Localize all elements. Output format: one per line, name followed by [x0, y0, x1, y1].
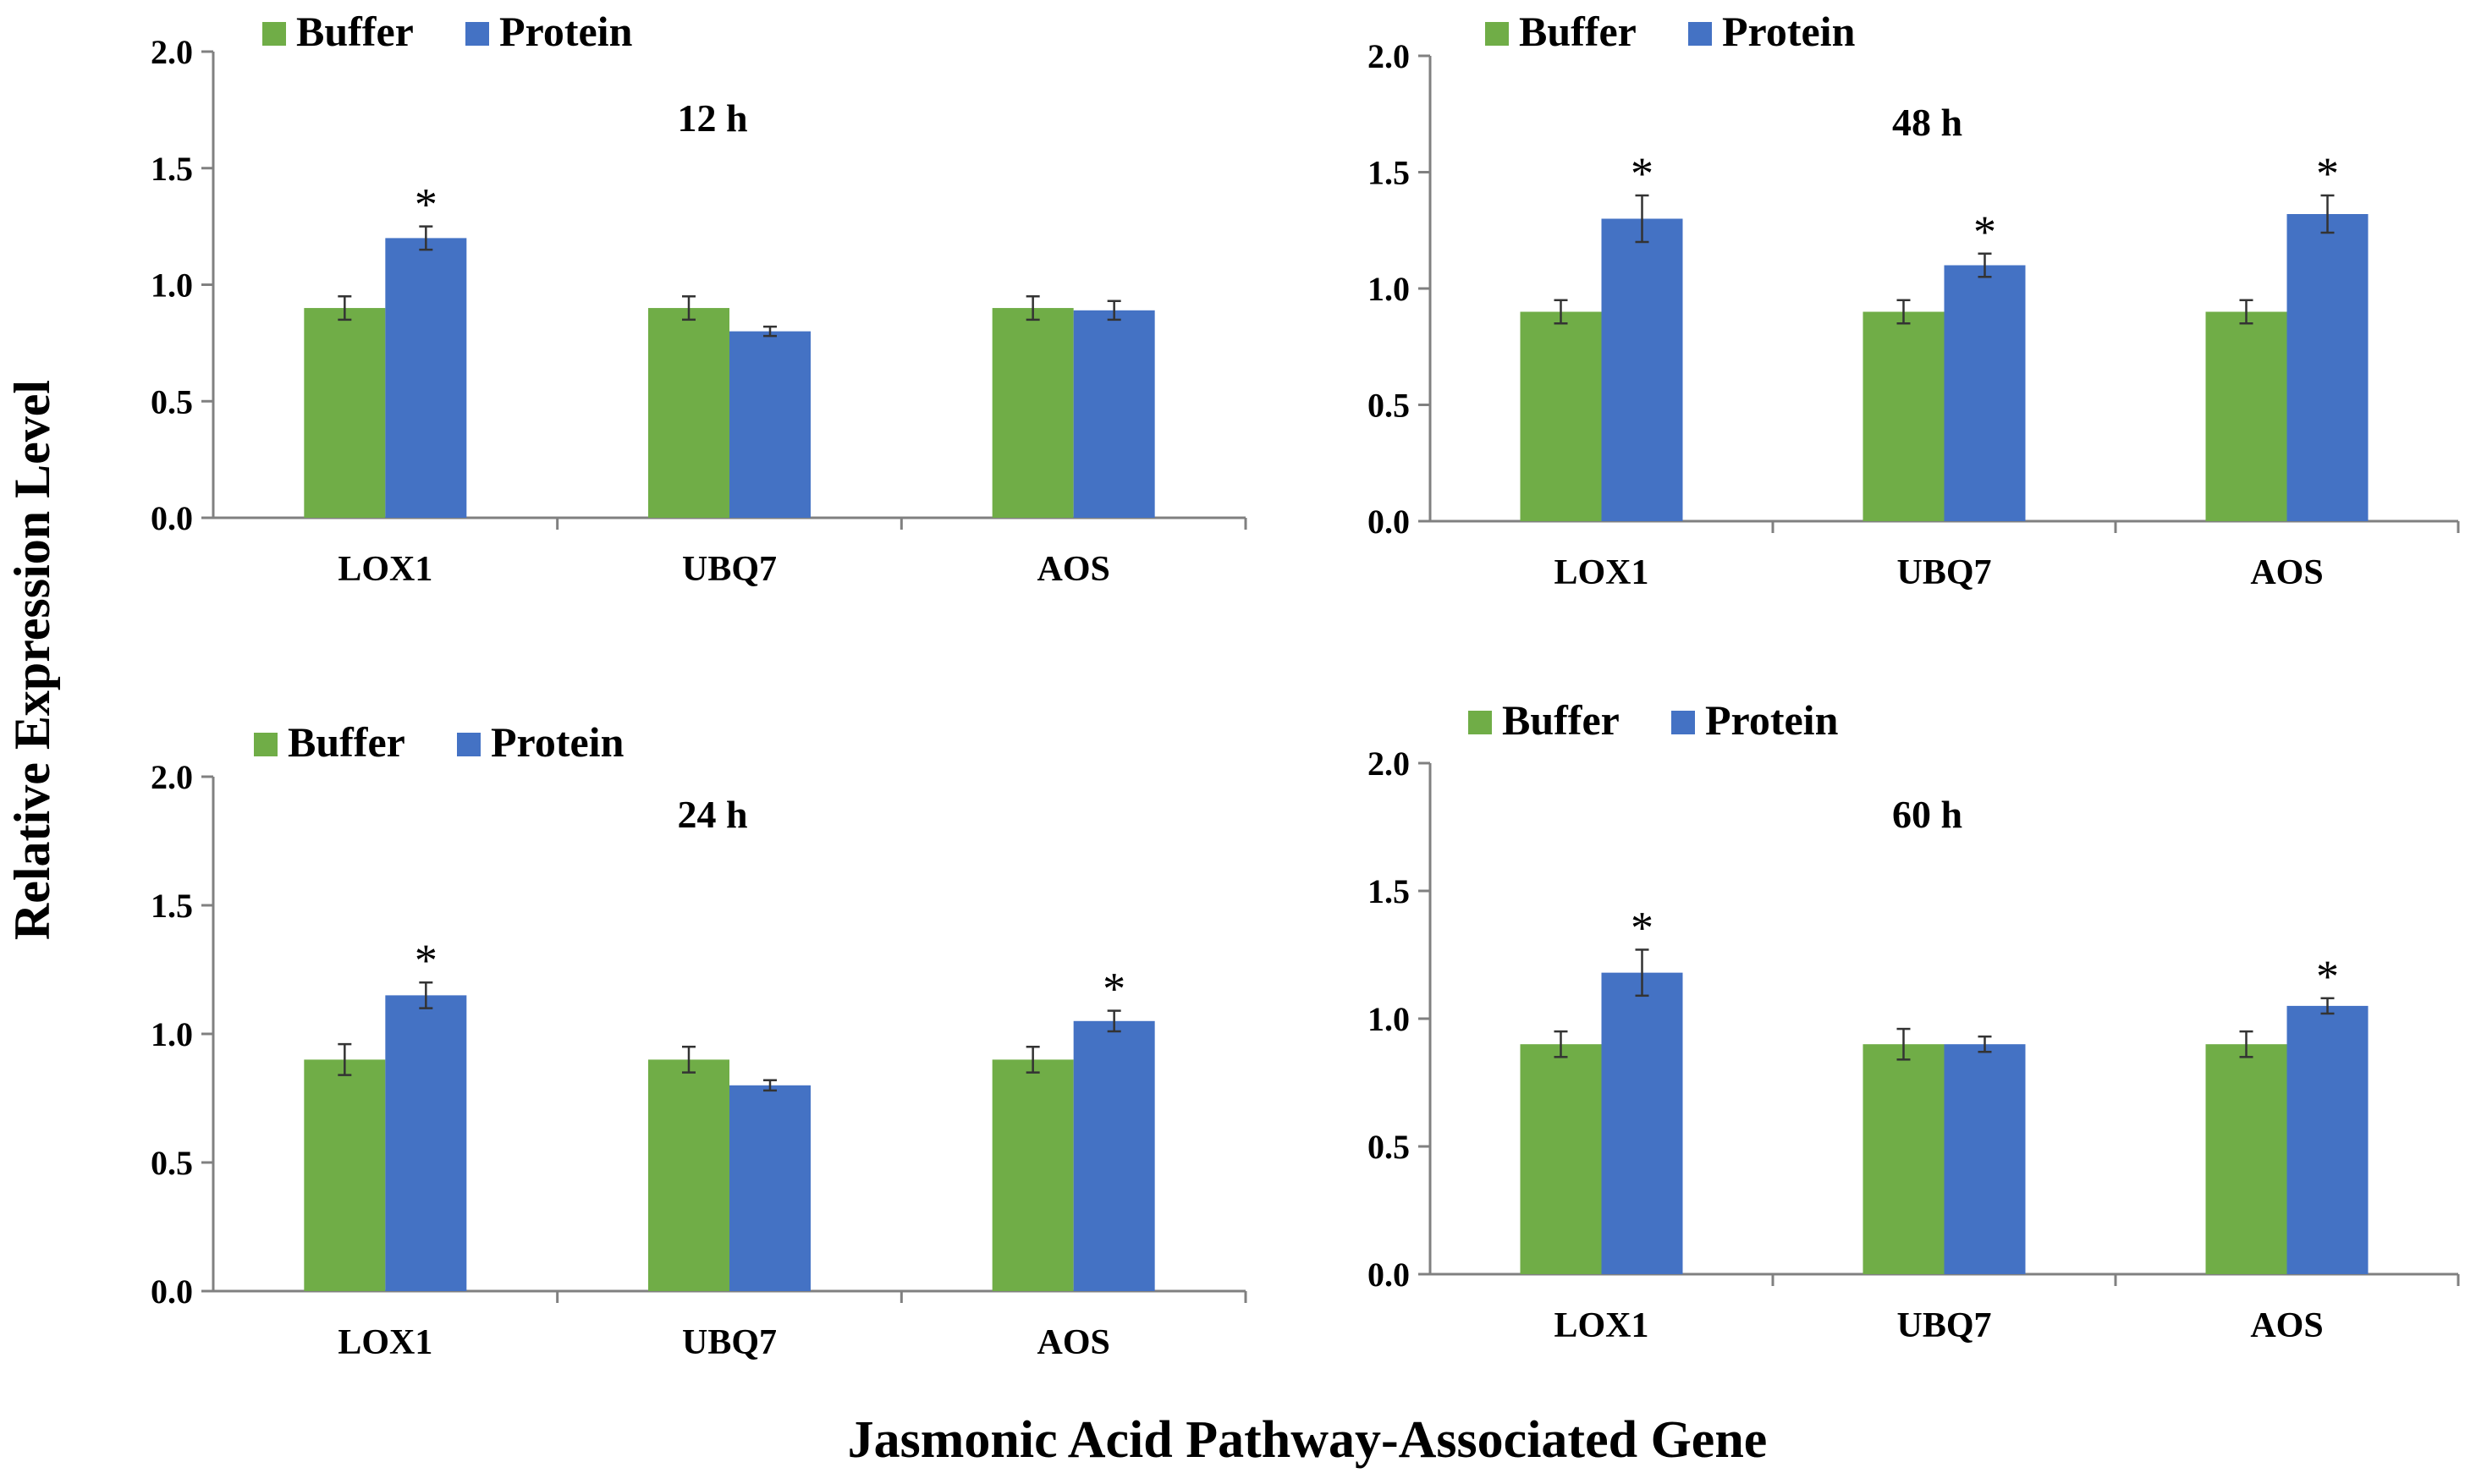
y-tick-label: 0.0: [151, 499, 193, 537]
significance-asterisk: *: [1631, 148, 1653, 199]
legend-swatch-buffer: [1468, 711, 1492, 734]
chart-title: 60 h: [1892, 793, 1962, 836]
bar-protein-ubq7: [729, 1085, 811, 1291]
y-tick-label: 1.0: [151, 1015, 193, 1053]
bar-protein-aos: [2286, 214, 2369, 521]
bar-buffer-lox1: [1520, 311, 1602, 521]
x-tick-label: AOS: [2250, 553, 2323, 592]
bar-buffer-ubq7: [648, 308, 729, 518]
bar-buffer-aos: [2205, 1044, 2287, 1274]
bar-protein-aos: [1073, 310, 1155, 518]
legend-swatch-buffer: [254, 733, 278, 756]
legend-swatch-protein: [1671, 711, 1695, 734]
bar-protein-lox1: [385, 238, 467, 518]
chart-panel-0: 0.0 0.5 1.0 1.5 2.0 LOX1 * UBQ7 AOS 12 h Buffer Pro…: [151, 8, 1247, 589]
legend-swatch-buffer: [1485, 22, 1509, 46]
legend-label-protein: Protein: [499, 8, 633, 55]
chart-panels: 0.0 0.5 1.0 1.5 2.0 LOX1 * UBQ7 AOS 12 h Buffer Pro…: [151, 8, 2460, 1362]
y-tick-label: 0.0: [1367, 503, 1410, 541]
chart-title: 12 h: [677, 96, 747, 140]
significance-asterisk: *: [415, 179, 437, 230]
x-tick-label: AOS: [1037, 550, 1109, 589]
significance-asterisk: *: [1631, 902, 1653, 953]
bar-buffer-ubq7: [1863, 311, 1945, 521]
legend-swatch-buffer: [262, 22, 286, 46]
significance-asterisk: *: [415, 935, 437, 986]
legend-swatch-protein: [465, 22, 489, 46]
y-tick-label: 1.5: [151, 150, 193, 188]
y-tick-label: 1.0: [151, 267, 193, 305]
bar-protein-ubq7: [1944, 265, 2026, 521]
bar-protein-lox1: [385, 995, 467, 1291]
figure-y-axis-label: Relative Expression Level: [4, 380, 60, 940]
bar-protein-lox1: [1601, 218, 1683, 521]
significance-asterisk: *: [2316, 951, 2339, 1002]
y-tick-label: 2.0: [151, 33, 193, 71]
bar-protein-aos: [1073, 1020, 1155, 1291]
y-tick-label: 0.5: [1367, 1128, 1410, 1166]
chart-panel-2: 0.0 0.5 1.0 1.5 2.0 LOX1 * UBQ7 AOS * 24 h Buffer Pr…: [151, 718, 1247, 1362]
legend-swatch-protein: [1688, 22, 1712, 46]
chart-panel-1: 0.0 0.5 1.0 1.5 2.0 LOX1 * UBQ7 * AOS * 48 h Buffer P…: [1367, 8, 2460, 592]
y-tick-label: 0.5: [151, 1144, 193, 1182]
figure-x-axis-label: Jasmonic Acid Pathway-Associated Gene: [848, 1411, 1768, 1469]
bar-buffer-lox1: [1520, 1044, 1602, 1274]
x-tick-label: LOX1: [338, 1323, 432, 1362]
x-tick-label: UBQ7: [1896, 1306, 1991, 1345]
legend-label-protein: Protein: [1705, 696, 1839, 744]
y-tick-label: 1.5: [1367, 154, 1410, 192]
y-tick-label: 0.0: [151, 1272, 193, 1311]
significance-asterisk: *: [1973, 206, 1996, 257]
y-tick-label: 0.0: [1367, 1256, 1410, 1294]
legend-label-buffer: Buffer: [1502, 696, 1620, 744]
y-tick-label: 1.0: [1367, 1000, 1410, 1038]
x-tick-label: AOS: [2250, 1306, 2323, 1345]
legend-label-buffer: Buffer: [296, 8, 414, 55]
legend-label-protein: Protein: [1722, 8, 1856, 55]
x-tick-label: AOS: [1037, 1323, 1109, 1362]
significance-asterisk: *: [1103, 964, 1125, 1014]
y-tick-label: 1.5: [1367, 872, 1410, 910]
bar-buffer-aos: [2205, 311, 2287, 521]
y-tick-label: 1.0: [1367, 270, 1410, 308]
legend-label-protein: Protein: [491, 718, 625, 766]
legend-swatch-protein: [457, 733, 481, 756]
x-tick-label: UBQ7: [1896, 553, 1991, 592]
chart-panel-3: 0.0 0.5 1.0 1.5 2.0 LOX1 * UBQ7 AOS * 60 h Buffer Pr…: [1367, 696, 2460, 1345]
bar-buffer-ubq7: [1863, 1044, 1945, 1274]
bar-protein-lox1: [1601, 972, 1683, 1274]
y-tick-label: 0.5: [151, 382, 193, 420]
y-tick-label: 2.0: [1367, 37, 1410, 75]
y-tick-label: 0.5: [1367, 387, 1410, 425]
x-tick-label: LOX1: [338, 550, 432, 589]
y-tick-label: 1.5: [151, 887, 193, 925]
x-tick-label: UBQ7: [682, 550, 777, 589]
bar-protein-aos: [2286, 1005, 2369, 1274]
x-tick-label: UBQ7: [682, 1323, 777, 1362]
significance-asterisk: *: [2316, 148, 2339, 199]
bar-protein-ubq7: [729, 331, 811, 518]
bar-protein-ubq7: [1944, 1044, 2026, 1274]
x-tick-label: LOX1: [1554, 553, 1648, 592]
y-tick-label: 2.0: [1367, 745, 1410, 783]
bar-buffer-aos: [992, 308, 1074, 518]
legend-label-buffer: Buffer: [288, 718, 405, 766]
legend-label-buffer: Buffer: [1519, 8, 1637, 55]
chart-title: 48 h: [1892, 101, 1962, 144]
x-tick-label: LOX1: [1554, 1306, 1648, 1345]
bar-buffer-lox1: [304, 308, 386, 518]
chart-title: 24 h: [677, 793, 747, 836]
bar-buffer-lox1: [304, 1059, 386, 1291]
bar-buffer-aos: [992, 1059, 1074, 1291]
bar-buffer-ubq7: [648, 1059, 729, 1291]
y-tick-label: 2.0: [151, 758, 193, 796]
